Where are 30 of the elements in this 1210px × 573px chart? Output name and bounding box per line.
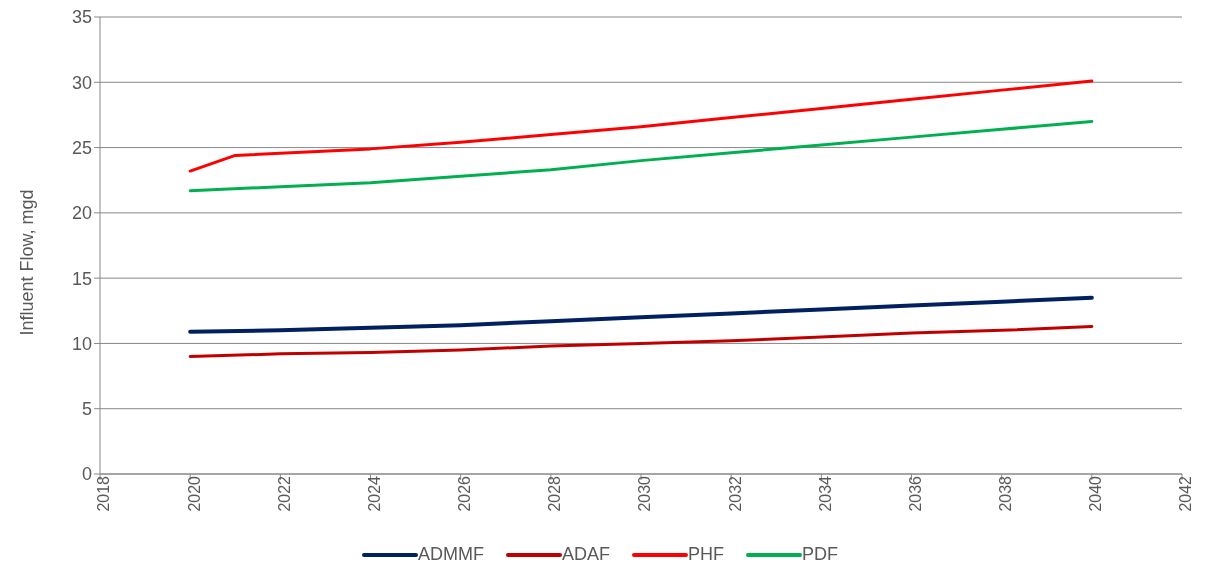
x-tick-label: 2024 bbox=[365, 475, 383, 512]
y-tick-label: 10 bbox=[71, 333, 92, 354]
y-tick-label: 20 bbox=[71, 203, 92, 224]
y-tick-label: 30 bbox=[71, 72, 92, 93]
x-tick-label: 2020 bbox=[185, 475, 203, 512]
y-tick-label: 5 bbox=[81, 399, 92, 420]
x-tick-label: 2018 bbox=[95, 475, 113, 512]
x-tick-label: 2030 bbox=[636, 475, 654, 512]
y-tick-label: 25 bbox=[71, 137, 92, 158]
x-tick-label: 2032 bbox=[726, 475, 744, 512]
legend-label: PHF bbox=[688, 544, 724, 565]
line-series bbox=[188, 79, 1094, 173]
y-tick-label: 15 bbox=[71, 268, 92, 289]
x-tick-label: 2028 bbox=[546, 475, 564, 512]
legend-label: ADAF bbox=[561, 544, 610, 565]
x-tick-label: 2034 bbox=[816, 475, 834, 512]
x-tick-label: 2038 bbox=[997, 475, 1015, 512]
y-tick-label: 0 bbox=[81, 464, 92, 485]
legend-label: ADMMF bbox=[417, 544, 484, 565]
legend-label: PDF bbox=[802, 544, 838, 565]
x-tick-label: 2036 bbox=[906, 475, 924, 512]
line-series bbox=[188, 295, 1094, 334]
line-series bbox=[188, 119, 1094, 193]
x-tick-label: 2026 bbox=[456, 475, 474, 512]
y-axis-title: Influent Flow, mgd bbox=[17, 189, 38, 336]
line-series bbox=[188, 324, 1094, 358]
x-tick-label: 2042 bbox=[1177, 475, 1195, 512]
x-tick-label: 2040 bbox=[1087, 475, 1105, 512]
x-tick-label: 2022 bbox=[275, 475, 293, 512]
y-tick-label: 35 bbox=[71, 7, 92, 28]
